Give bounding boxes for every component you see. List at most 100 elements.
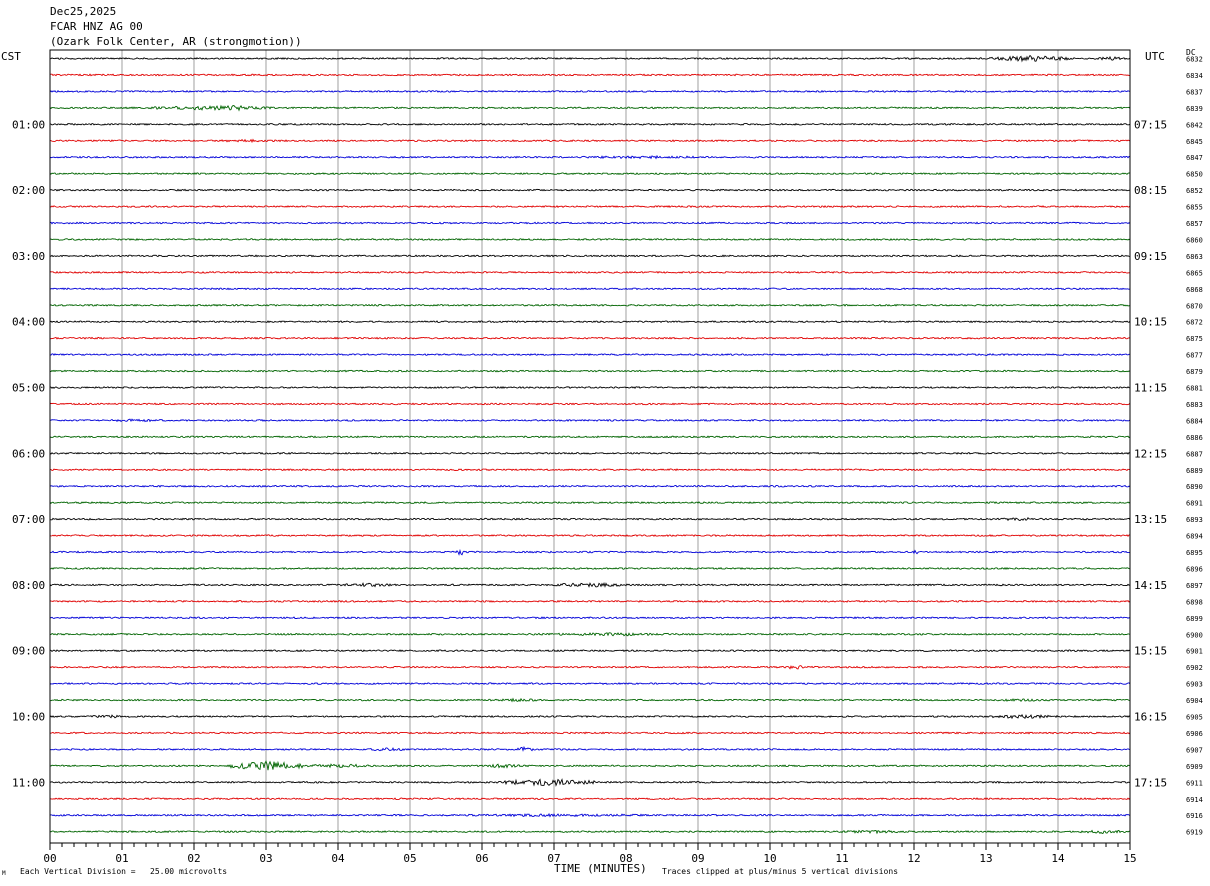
seismic-trace xyxy=(49,451,1131,455)
clip-note: Traces clipped at plus/minus 5 vertical … xyxy=(662,867,899,876)
cst-label: CST xyxy=(1,50,21,63)
dc-offset-label: 6903 xyxy=(1186,681,1203,689)
dc-offset-label: 6839 xyxy=(1186,105,1203,113)
dc-offset-label: 6850 xyxy=(1186,171,1203,179)
seismic-trace xyxy=(50,468,1131,472)
dc-offset-label: 6865 xyxy=(1186,269,1203,277)
seismic-trace xyxy=(49,54,1131,63)
dc-offset-label: 6855 xyxy=(1186,204,1203,212)
seismic-trace xyxy=(49,418,1131,423)
corner-mark: M xyxy=(2,870,6,877)
dc-offset-label: 6872 xyxy=(1186,319,1203,327)
seismic-trace xyxy=(49,713,1131,720)
x-tick-label: 05 xyxy=(403,852,416,865)
seismic-trace xyxy=(49,778,1131,787)
right-hour-label: 13:15 xyxy=(1134,513,1167,526)
dc-offset-label: 6883 xyxy=(1186,401,1203,409)
x-tick-label: 10 xyxy=(763,852,776,865)
dc-offset-label: 6889 xyxy=(1186,467,1203,475)
seismic-trace xyxy=(49,287,1131,291)
trace-group xyxy=(49,54,1131,835)
seismic-trace xyxy=(49,829,1131,835)
right-hour-label: 16:15 xyxy=(1134,711,1167,724)
left-hour-label: 01:00 xyxy=(12,118,45,131)
seismic-trace xyxy=(49,154,1131,160)
dc-offset-label: 6900 xyxy=(1186,631,1203,639)
left-hour-label: 10:00 xyxy=(12,711,45,724)
seismic-trace xyxy=(49,581,1131,588)
x-tick-label: 03 xyxy=(259,852,272,865)
seismic-trace xyxy=(49,89,1131,93)
dc-offset-label: 6879 xyxy=(1186,368,1203,376)
seismic-trace xyxy=(49,254,1131,258)
right-hour-label: 11:15 xyxy=(1134,382,1167,395)
seismic-trace xyxy=(49,385,1131,390)
dc-offset-label: 6868 xyxy=(1186,286,1203,294)
location-label: (Ozark Folk Center, AR (strongmotion)) xyxy=(50,35,302,48)
seismic-trace xyxy=(49,336,1131,340)
seismic-trace xyxy=(49,599,1131,603)
dc-offset-label: 6852 xyxy=(1186,187,1203,195)
dc-offset-label: 6870 xyxy=(1186,302,1203,310)
x-tick-label: 14 xyxy=(1051,852,1065,865)
dc-offset-label: 6914 xyxy=(1186,796,1203,804)
left-hour-label: 07:00 xyxy=(12,513,45,526)
right-hour-label: 07:15 xyxy=(1134,118,1167,131)
scale-note: Each Vertical Division = 25.00 microvolt… xyxy=(20,867,228,876)
seismic-trace xyxy=(49,205,1131,208)
seismic-trace xyxy=(49,797,1131,801)
seismic-trace xyxy=(49,501,1131,505)
dc-offset-label: 6904 xyxy=(1186,697,1203,705)
dc-offset-label: 6896 xyxy=(1186,565,1203,573)
right-hour-label: 17:15 xyxy=(1134,776,1167,789)
dc-offset-label: 6916 xyxy=(1186,812,1203,820)
seismic-trace xyxy=(49,632,1131,637)
dc-offset-label: 6907 xyxy=(1186,746,1203,754)
seismic-trace xyxy=(49,534,1131,537)
x-tick-label: 02 xyxy=(187,852,200,865)
dc-label: DC xyxy=(1186,48,1196,57)
seismic-trace xyxy=(49,616,1131,620)
dc-offset-label: 6911 xyxy=(1186,779,1203,787)
seismic-trace xyxy=(49,649,1131,653)
plot-frame xyxy=(49,49,1131,844)
dc-offset-label: 6837 xyxy=(1186,88,1203,96)
seismic-trace xyxy=(49,73,1131,77)
left-hour-label: 11:00 xyxy=(12,776,45,789)
seismic-trace xyxy=(49,138,1131,144)
dc-offset-label: 6847 xyxy=(1186,154,1203,162)
left-hour-label: 05:00 xyxy=(12,382,45,395)
x-tick-label: 07 xyxy=(547,852,560,865)
x-tick-label: 12 xyxy=(907,852,920,865)
dc-offset-label: 6897 xyxy=(1186,582,1203,590)
x-tick-label: 15 xyxy=(1123,852,1136,865)
left-hour-label: 09:00 xyxy=(12,645,45,658)
x-tick-label: 13 xyxy=(979,852,992,865)
left-hour-label: 02:00 xyxy=(12,184,45,197)
seismic-trace xyxy=(49,665,1131,670)
dc-offset-label: 6886 xyxy=(1186,434,1203,442)
seismic-trace xyxy=(49,320,1131,324)
dc-offset-label: 6906 xyxy=(1186,730,1203,738)
x-tick-label: 00 xyxy=(43,852,56,865)
dc-offset-label: 6832 xyxy=(1186,56,1203,64)
right-hour-label: 14:15 xyxy=(1134,579,1167,592)
dc-offset-label: 6905 xyxy=(1186,714,1203,722)
seismic-trace xyxy=(49,104,1131,112)
dc-offset-label: 6863 xyxy=(1186,253,1203,261)
seismic-trace xyxy=(49,172,1131,176)
dc-offset-label: 6894 xyxy=(1186,533,1203,541)
dc-offset-label: 6890 xyxy=(1186,483,1203,491)
x-tick-label: 11 xyxy=(835,852,848,865)
left-hour-label: 06:00 xyxy=(12,447,45,460)
dc-offset-label: 6899 xyxy=(1186,615,1203,623)
seismic-trace xyxy=(49,484,1131,488)
x-tick-label: 04 xyxy=(331,852,345,865)
seismic-trace xyxy=(49,369,1131,373)
left-hour-label: 04:00 xyxy=(12,316,45,329)
dc-offset-label: 6884 xyxy=(1186,417,1203,425)
dc-offset-label: 6881 xyxy=(1186,385,1203,393)
right-hour-label: 12:15 xyxy=(1134,447,1167,460)
utc-label: UTC xyxy=(1145,50,1165,63)
